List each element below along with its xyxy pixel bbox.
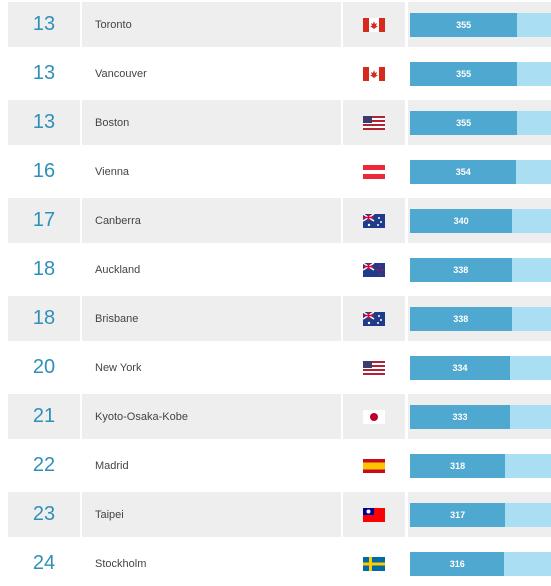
- city-name: Vienna: [82, 149, 341, 194]
- city-name: Boston: [82, 100, 341, 145]
- score-cell: 355: [408, 51, 551, 96]
- rank-number: 21: [8, 394, 80, 439]
- flag-cell: [343, 541, 405, 586]
- city-name: Madrid: [82, 443, 341, 488]
- score-bar-track: 340: [410, 209, 551, 233]
- score-cell: 354: [408, 149, 551, 194]
- score-bar-track: 355: [410, 111, 551, 135]
- flag-cell: [343, 492, 405, 537]
- score-cell: 338: [408, 296, 551, 341]
- spain-flag-icon: [363, 458, 385, 473]
- table-row: 21 Kyoto-Osaka-Kobe 333: [0, 394, 551, 439]
- score-bar: 355: [410, 62, 518, 86]
- table-row: 13 Toronto 355: [0, 2, 551, 47]
- score-cell: 333: [408, 394, 551, 439]
- score-bar: 354: [410, 160, 517, 184]
- score-bar: 338: [410, 258, 512, 282]
- score-cell: 316: [408, 541, 551, 586]
- rank-number: 18: [8, 247, 80, 292]
- score-bar: 340: [410, 209, 513, 233]
- score-bar-track: 355: [410, 13, 551, 37]
- canada-flag-icon: [363, 66, 385, 81]
- austria-flag-icon: [363, 164, 385, 179]
- score-bar-track: 333: [410, 405, 551, 429]
- city-name: Kyoto-Osaka-Kobe: [82, 394, 341, 439]
- city-name: Stockholm: [82, 541, 341, 586]
- flag-cell: [343, 296, 405, 341]
- rank-number: 13: [8, 2, 80, 47]
- score-cell: 338: [408, 247, 551, 292]
- city-name: New York: [82, 345, 341, 390]
- rank-number: 13: [8, 51, 80, 96]
- table-row: 13 Boston 355: [0, 100, 551, 145]
- australia-flag-icon: [363, 213, 385, 228]
- score-bar-track: 338: [410, 307, 551, 331]
- flag-cell: [343, 198, 405, 243]
- rank-number: 17: [8, 198, 80, 243]
- score-bar: 316: [410, 552, 505, 576]
- table-row: 22 Madrid 318: [0, 443, 551, 488]
- australia-flag-icon: [363, 311, 385, 326]
- rank-number: 23: [8, 492, 80, 537]
- flag-cell: [343, 2, 405, 47]
- usa-flag-icon: [363, 115, 385, 130]
- city-name: Canberra: [82, 198, 341, 243]
- flag-cell: [343, 100, 405, 145]
- flag-cell: [343, 51, 405, 96]
- score-cell: 334: [408, 345, 551, 390]
- rank-number: 20: [8, 345, 80, 390]
- score-bar: 333: [410, 405, 511, 429]
- table-row: 13 Vancouver 355: [0, 51, 551, 96]
- city-name: Vancouver: [82, 51, 341, 96]
- score-cell: 340: [408, 198, 551, 243]
- taiwan-flag-icon: [363, 507, 385, 522]
- flag-cell: [343, 443, 405, 488]
- score-bar-track: 316: [410, 552, 551, 576]
- table-row: 23 Taipei 317: [0, 492, 551, 537]
- new-zealand-flag-icon: [363, 262, 385, 277]
- flag-cell: [343, 247, 405, 292]
- score-bar-track: 338: [410, 258, 551, 282]
- rank-number: 18: [8, 296, 80, 341]
- table-row: 18 Brisbane 338: [0, 296, 551, 341]
- score-bar-track: 318: [410, 454, 551, 478]
- table-row: 17 Canberra 340: [0, 198, 551, 243]
- city-name: Taipei: [82, 492, 341, 537]
- flag-cell: [343, 149, 405, 194]
- rank-number: 16: [8, 149, 80, 194]
- city-name: Auckland: [82, 247, 341, 292]
- score-cell: 317: [408, 492, 551, 537]
- table-row: 24 Stockholm 316: [0, 541, 551, 586]
- score-cell: 318: [408, 443, 551, 488]
- sweden-flag-icon: [363, 556, 385, 571]
- table-row: 18 Auckland 338: [0, 247, 551, 292]
- score-cell: 355: [408, 100, 551, 145]
- score-bar: 317: [410, 503, 506, 527]
- score-bar-track: 355: [410, 62, 551, 86]
- rank-number: 13: [8, 100, 80, 145]
- score-bar-track: 354: [410, 160, 551, 184]
- flag-cell: [343, 394, 405, 439]
- score-bar: 318: [410, 454, 506, 478]
- city-name: Brisbane: [82, 296, 341, 341]
- city-name: Toronto: [82, 2, 341, 47]
- table-row: 16 Vienna 354: [0, 149, 551, 194]
- table-row: 20 New York 334: [0, 345, 551, 390]
- canada-flag-icon: [363, 17, 385, 32]
- rank-number: 22: [8, 443, 80, 488]
- score-bar: 355: [410, 13, 518, 37]
- usa-flag-icon: [363, 360, 385, 375]
- score-bar-track: 317: [410, 503, 551, 527]
- score-bar: 355: [410, 111, 518, 135]
- score-bar: 338: [410, 307, 512, 331]
- japan-flag-icon: [363, 409, 385, 424]
- score-bar: 334: [410, 356, 511, 380]
- flag-cell: [343, 345, 405, 390]
- rank-number: 24: [8, 541, 80, 586]
- score-cell: 355: [408, 2, 551, 47]
- score-bar-track: 334: [410, 356, 551, 380]
